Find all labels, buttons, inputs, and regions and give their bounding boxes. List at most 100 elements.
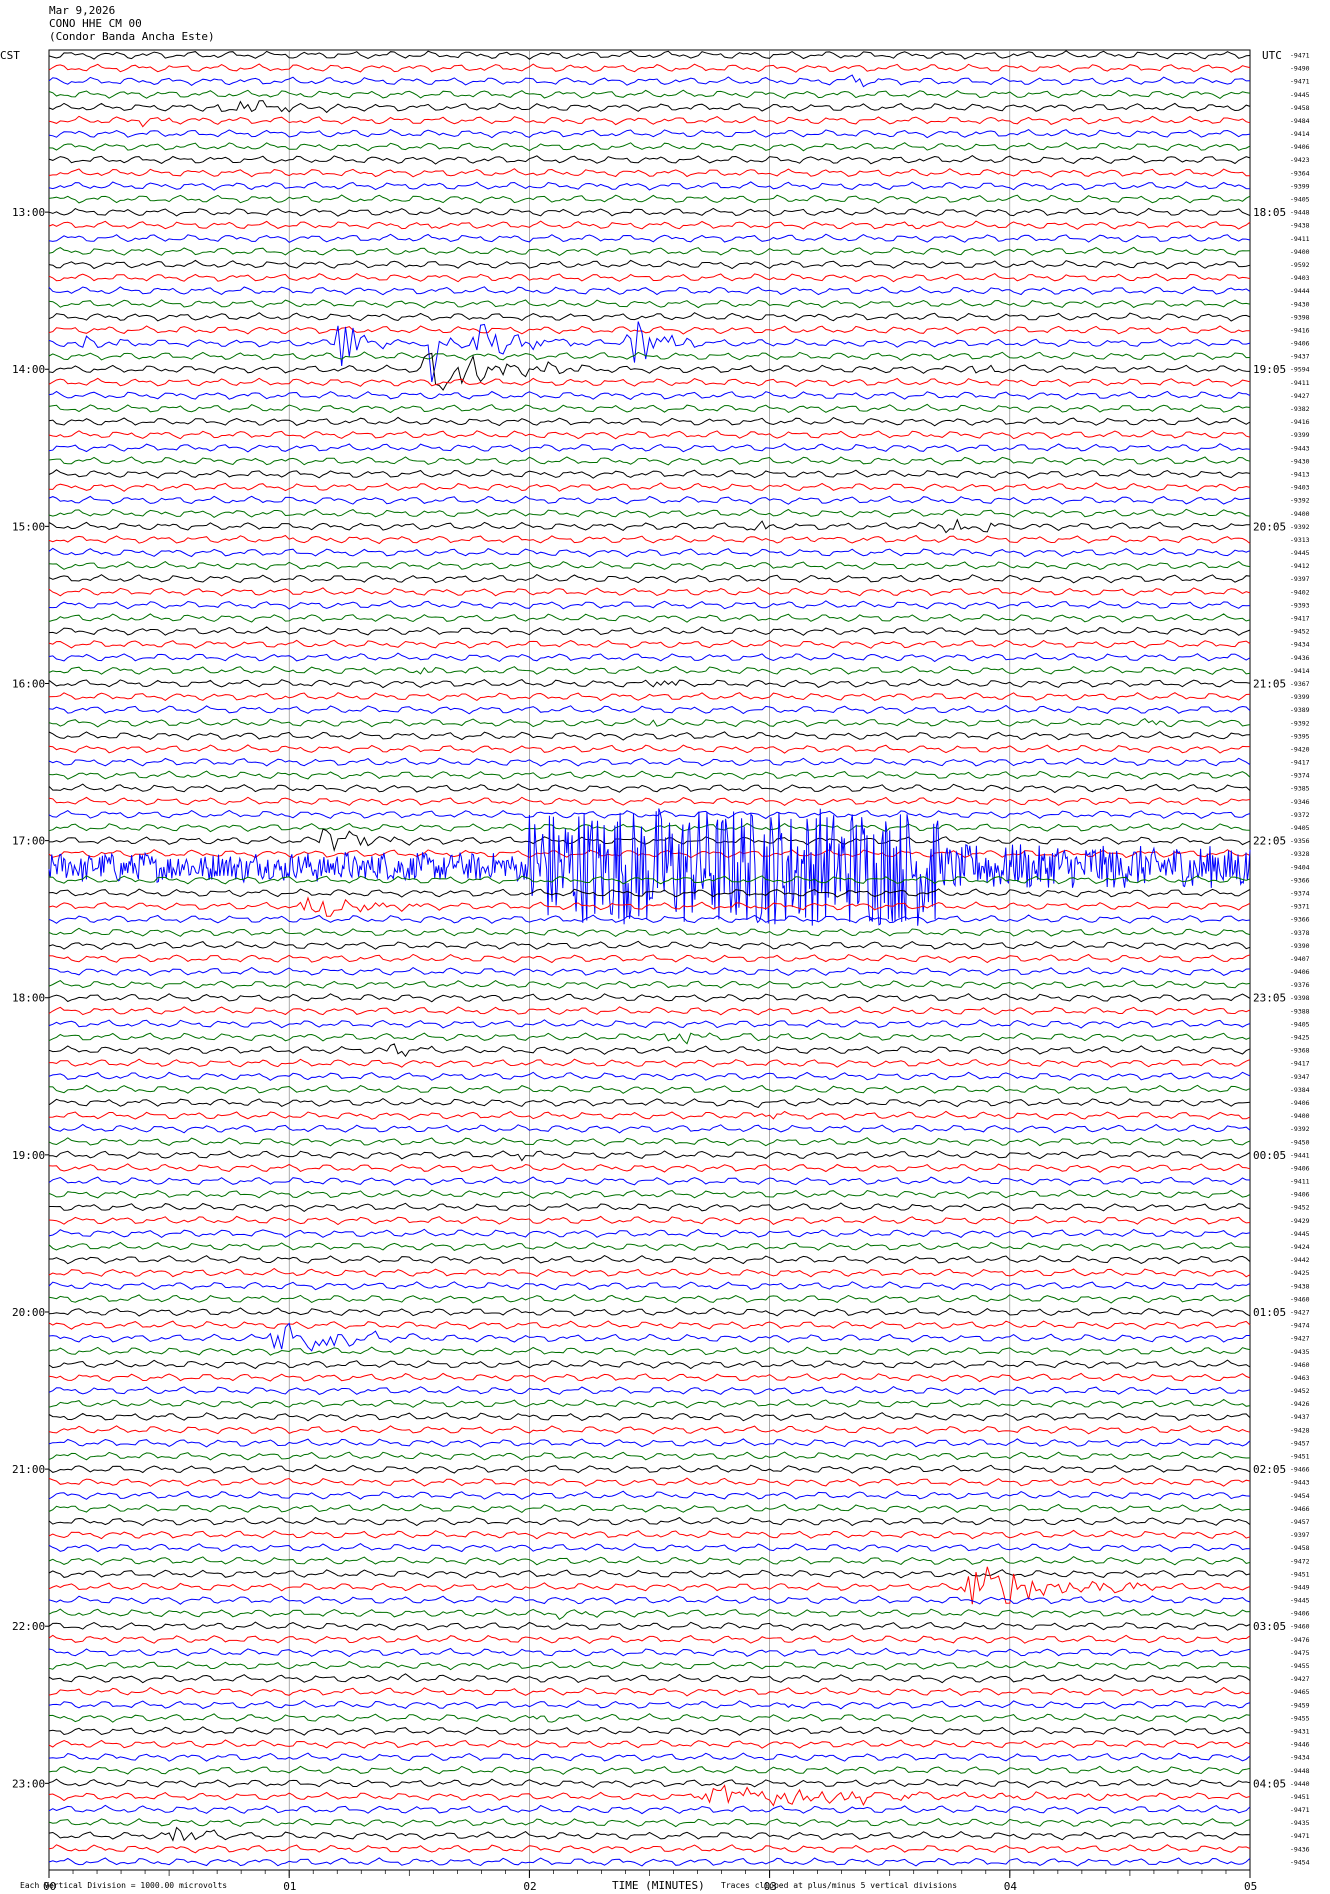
trace-line-71 — [48, 980, 1251, 990]
trace-offset-label: -9446 — [1290, 1741, 1310, 1749]
trace-line-127 — [48, 1713, 1251, 1723]
trace-offset-label: -9452 — [1290, 1387, 1310, 1395]
trace-offset-label: -9384 — [1290, 1086, 1310, 1094]
trace-line-52 — [48, 731, 1251, 741]
trace-offset-label: -9392 — [1290, 1125, 1310, 1133]
left-hour-label: 17:00 — [12, 835, 45, 848]
trace-offset-label: -9592 — [1290, 261, 1310, 269]
trace-offset-label: -9406 — [1290, 1610, 1310, 1618]
trace-offset-label: -9416 — [1290, 326, 1310, 334]
trace-line-47 — [48, 665, 1251, 675]
trace-offset-label: -9476 — [1290, 1636, 1310, 1644]
division-note: Each Vertical Division = 1000.00 microvo… — [20, 1881, 227, 1890]
trace-line-58 — [48, 809, 1251, 820]
trace-line-91 — [48, 1241, 1251, 1252]
trace-offset-label: -9445 — [1290, 1230, 1310, 1238]
trace-line-50 — [48, 704, 1251, 715]
trace-offset-label: -9412 — [1290, 562, 1310, 570]
trace-line-40 — [48, 573, 1251, 584]
trace-line-103 — [48, 1398, 1251, 1409]
trace-line-72 — [48, 993, 1251, 1003]
left-hour-label: 21:00 — [12, 1463, 45, 1476]
trace-line-59 — [48, 822, 1251, 833]
trace-line-51 — [48, 717, 1251, 728]
trace-line-90 — [48, 1228, 1251, 1239]
left-hour-label: 20:00 — [12, 1306, 45, 1319]
trace-line-96 — [48, 1307, 1251, 1317]
trace-offset-label: -9428 — [1290, 1426, 1310, 1434]
trace-line-84 — [48, 1150, 1251, 1162]
trace-line-121 — [48, 1634, 1251, 1645]
trace-offset-label: -9406 — [1290, 968, 1310, 976]
trace-line-130 — [48, 1752, 1251, 1762]
trace-offset-label: -9397 — [1290, 575, 1310, 583]
trace-offset-label: -9374 — [1290, 889, 1310, 897]
trace-offset-label: -9389 — [1290, 706, 1310, 714]
trace-line-56 — [48, 783, 1251, 794]
trace-offset-label: -9406 — [1290, 340, 1310, 348]
left-hour-label: 16:00 — [12, 677, 45, 690]
trace-line-129 — [48, 1739, 1251, 1749]
trace-offset-label: -9417 — [1290, 1060, 1310, 1068]
trace-line-134 — [48, 1804, 1251, 1815]
trace-line-110 — [48, 1490, 1251, 1500]
trace-offset-label: -9403 — [1290, 484, 1310, 492]
trace-line-124 — [48, 1673, 1251, 1684]
trace-line-67 — [48, 927, 1251, 938]
x-tick-label: 04 — [1004, 1880, 1018, 1893]
trace-line-10 — [48, 181, 1251, 191]
trace-line-37 — [48, 534, 1251, 545]
trace-offset-label: -9404 — [1290, 863, 1310, 871]
trace-offset-label: -9434 — [1290, 1754, 1310, 1762]
trace-offset-label: -9399 — [1290, 182, 1310, 190]
trace-offset-label: -9366 — [1290, 916, 1310, 924]
trace-offset-label: -9441 — [1290, 1151, 1310, 1159]
trace-offset-label: -9490 — [1290, 65, 1310, 73]
trace-line-122 — [48, 1647, 1251, 1658]
right-hour-label: 23:05 — [1253, 992, 1286, 1005]
trace-offset-label: -9427 — [1290, 1335, 1310, 1343]
trace-offset-label: -9414 — [1290, 130, 1310, 138]
right-hour-label: 00:05 — [1253, 1149, 1286, 1162]
trace-line-5 — [48, 115, 1251, 128]
header-site: (Condor Banda Ancha Este) — [49, 30, 215, 43]
trace-offset-label: -9411 — [1290, 379, 1310, 387]
trace-offset-label: -9425 — [1290, 1269, 1310, 1277]
trace-offset-label: -9437 — [1290, 1413, 1310, 1421]
trace-offset-label: -9451 — [1290, 1793, 1310, 1801]
left-hour-label: 22:00 — [12, 1620, 45, 1633]
x-tick-label: 02 — [523, 1880, 536, 1893]
trace-line-100 — [48, 1359, 1251, 1370]
trace-offset-label: -9445 — [1290, 549, 1310, 557]
trace-offset-label: -9466 — [1290, 1466, 1310, 1474]
trace-line-70 — [48, 966, 1251, 977]
trace-offset-label: -9372 — [1290, 811, 1310, 819]
trace-line-128 — [48, 1726, 1251, 1736]
trace-offset-label: -9390 — [1290, 942, 1310, 950]
trace-offset-label: -9451 — [1290, 1453, 1310, 1461]
trace-line-68 — [48, 940, 1251, 950]
trace-line-0 — [48, 50, 1251, 60]
trace-offset-label: -9474 — [1290, 1322, 1310, 1330]
trace-line-85 — [48, 1163, 1251, 1173]
trace-offset-label: -9346 — [1290, 798, 1310, 806]
right-hour-label: 22:05 — [1253, 835, 1286, 848]
trace-line-32 — [48, 469, 1251, 479]
right-hour-label: 04:05 — [1253, 1777, 1286, 1790]
trace-offset-label: -9399 — [1290, 431, 1310, 439]
trace-offset-label: -9471 — [1290, 52, 1310, 60]
trace-line-115 — [48, 1555, 1251, 1566]
trace-offset-label: -9465 — [1290, 1688, 1310, 1696]
clip-note: Traces clipped at plus/minus 5 vertical … — [721, 1881, 957, 1890]
trace-line-125 — [48, 1686, 1251, 1697]
trace-line-102 — [48, 1385, 1251, 1396]
trace-line-73 — [48, 1006, 1251, 1016]
trace-line-109 — [48, 1477, 1251, 1487]
trace-offset-label: -9594 — [1290, 366, 1310, 374]
left-hour-label: 23:00 — [12, 1777, 45, 1790]
trace-offset-label: -9420 — [1290, 745, 1310, 753]
trace-offset-label: -9457 — [1290, 1518, 1310, 1526]
trace-line-123 — [48, 1660, 1251, 1671]
trace-line-23 — [48, 351, 1251, 361]
right-hour-label: 18:05 — [1253, 206, 1286, 219]
